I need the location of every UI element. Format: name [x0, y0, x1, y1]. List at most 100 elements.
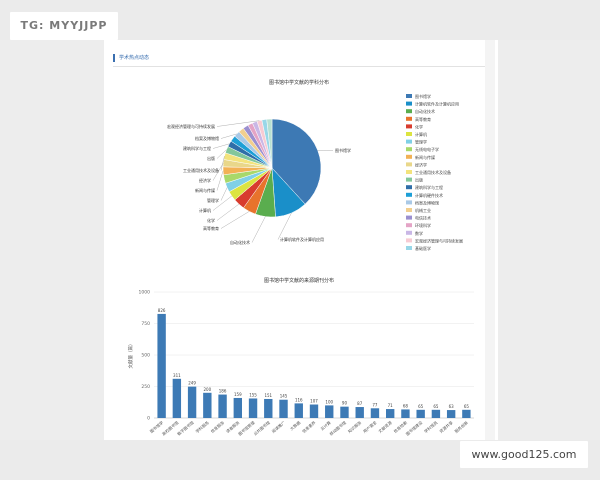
bar-value-label-13: 87 [357, 401, 363, 406]
bar-y-tick-0: 0 [147, 416, 150, 422]
bar-6 [248, 398, 258, 418]
pie-legend-swatch-9 [406, 162, 412, 167]
bar-14 [370, 408, 380, 418]
pie-legend-label-11: 出版 [415, 177, 423, 183]
pie-slice-21 [266, 118, 273, 169]
pie-legend-label-9: 经济学 [415, 161, 427, 167]
pie-callout-label-6: 管理学 [207, 197, 219, 203]
pie-legend-swatch-10 [406, 170, 412, 174]
pie-callout-label-11: 建筑科学与工程 [183, 145, 211, 151]
bar-11 [325, 405, 334, 418]
bar-4 [218, 394, 227, 418]
pie-legend-label-0: 图书馆学 [415, 93, 431, 99]
bar-13 [355, 407, 364, 418]
bar-category-label-15: 文献资源 [377, 419, 393, 434]
bar-category-label-8: 阅读推广 [270, 419, 286, 434]
bar-y-tick-2: 500 [141, 353, 150, 359]
bar-value-label-16: 68 [403, 403, 409, 408]
pie-callout-line-4 [216, 203, 240, 221]
bar-category-label-7: 公共图书馆 [252, 419, 271, 436]
bar-category-label-11: 云计算 [319, 419, 332, 431]
pie-legend-swatch-0 [406, 94, 412, 98]
bar-y-axis-label: 文献量（篇） [127, 342, 134, 369]
bar-y-tick-4: 1000 [139, 290, 151, 296]
pie-legend-label-14: 档案及博物馆 [415, 199, 439, 205]
pie-legend-swatch-11 [406, 177, 412, 182]
pie-callout-label-9: 工业通用技术及设备 [183, 167, 219, 173]
bar-category-label-3: 学科服务 [194, 419, 210, 434]
bar-3 [203, 392, 212, 418]
bar-category-label-14: 用户需求 [361, 419, 377, 434]
pie-callout-label-13: 宏观经济管理与可持续发展 [167, 123, 215, 129]
pie-callout-label-4: 化学 [207, 217, 215, 223]
bar-y-tick-3: 750 [141, 321, 150, 327]
document-edge [485, 40, 495, 440]
bar-10 [309, 404, 319, 418]
bar-category-label-17: 图书馆建设 [404, 419, 423, 436]
bar-chart-title: 图书馆中学文献的来源期刊分布 [264, 277, 334, 284]
pie-callout-label-5: 计算机 [199, 207, 211, 213]
pie-legend: 图书馆学计算机软件及计算机应用自动化技术高等教育化学计算机管理学无线电电子学新闻… [406, 93, 463, 251]
pie-legend-label-20: 基础医学 [415, 245, 431, 251]
pie-legend-label-18: 数学 [415, 230, 423, 236]
bar-category-label-2: 数字图书馆 [176, 419, 195, 436]
pie-legend-swatch-17 [406, 223, 412, 228]
bar-value-label-0: 826 [158, 308, 166, 313]
bar-chart: 图书馆中学文献的来源期刊分布 0 250 500 750 1000 826 311 249 2… [127, 277, 474, 437]
pie-legend-swatch-16 [406, 215, 412, 220]
pie-callout-line-9 [220, 156, 225, 171]
bar-0 [157, 313, 166, 418]
pie-legend-swatch-4 [406, 124, 412, 129]
bar-9 [294, 403, 303, 418]
pie-callout-line-8 [212, 163, 224, 181]
pie-chart-title: 图书馆中学文献的学科分布 [269, 79, 329, 86]
bar-15 [386, 409, 395, 418]
pie-callout-line-12 [220, 133, 237, 139]
bar-value-label-17: 65 [418, 404, 424, 409]
bar-value-label-5: 159 [234, 392, 242, 397]
right-background [498, 40, 600, 440]
pie-legend-swatch-15 [406, 208, 412, 212]
bar-value-label-14: 77 [372, 402, 378, 407]
pie-callout-label-1: 计算机软件及计算机应用 [280, 236, 324, 242]
pie-callout-label-7: 新闻与传媒 [195, 187, 215, 193]
pie-callout-label-8: 经济学 [199, 177, 211, 183]
bar-value-label-1: 311 [173, 373, 181, 378]
bar-value-label-9: 116 [295, 397, 303, 402]
bar-19 [446, 410, 456, 418]
bar-17 [416, 409, 425, 418]
pie-legend-swatch-20 [406, 246, 412, 250]
bar-value-label-11: 100 [325, 399, 333, 404]
pie-legend-label-13: 计算机硬件技术 [415, 192, 443, 198]
pie-legend-label-15: 机械工业 [415, 207, 431, 213]
pie-legend-label-2: 自动化技术 [415, 108, 435, 114]
bar-18 [431, 409, 441, 418]
bar-2 [187, 386, 197, 418]
bar-y-tick-1: 250 [141, 384, 150, 390]
bar-category-label-18: 学科馆员 [422, 419, 438, 434]
pie-callout-line-13 [216, 120, 260, 127]
pie-chart: 图书馆中学文献的学科分布 图书馆学计算机软件及计算机应用自动化技术高等教育化学计… [167, 79, 463, 251]
pie-legend-label-4: 化学 [415, 123, 423, 129]
bar-value-label-2: 249 [188, 381, 196, 386]
bar-8 [279, 399, 288, 418]
bar-1 [172, 378, 182, 418]
pie-legend-label-3: 高等教育 [415, 116, 431, 122]
bar-value-label-12: 90 [342, 401, 348, 406]
pie-legend-swatch-13 [406, 192, 412, 197]
bar-category-label-10: 信息素养 [301, 419, 317, 434]
pie-legend-label-8: 新闻与传媒 [415, 154, 435, 160]
bar-category-label-4: 信息服务 [209, 419, 225, 434]
pie-legend-swatch-6 [406, 139, 412, 144]
pie-callout-label-10: 出版 [207, 155, 215, 161]
pie-legend-swatch-14 [406, 200, 412, 205]
bar-category-label-13: 知识服务 [346, 419, 362, 434]
pie-legend-label-7: 无线电电子学 [415, 146, 439, 152]
pie-callout-label-2: 自动化技术 [230, 239, 250, 245]
bar-7 [264, 398, 273, 418]
bar-value-label-15: 71 [388, 403, 394, 408]
pie-legend-label-12: 建筑科学与工程 [415, 184, 443, 190]
watermark-top-left: TG: MYYJJPP [10, 12, 118, 40]
